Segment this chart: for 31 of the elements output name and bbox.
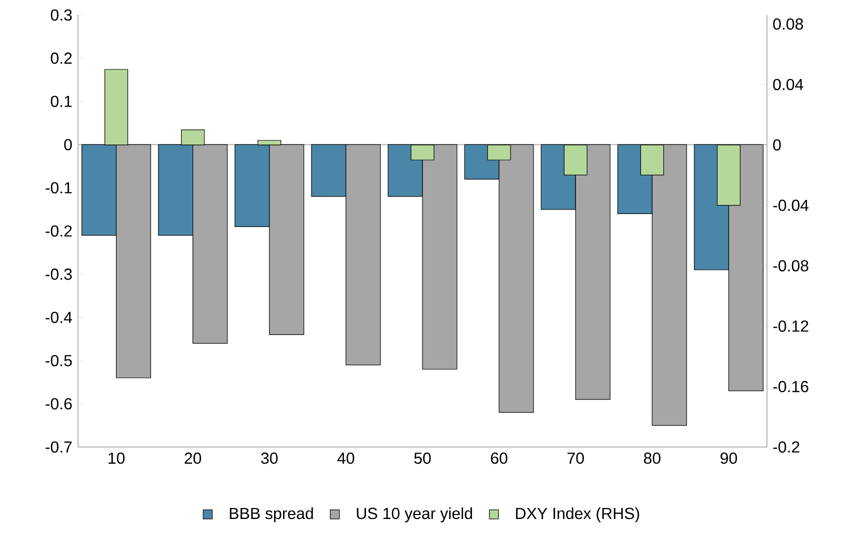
y-tick-label: -0.3 <box>46 268 72 280</box>
x-tick-label: 90 <box>720 452 737 464</box>
x-tick-label: 40 <box>337 452 354 464</box>
y2-tick-label: 0.04 <box>773 78 804 90</box>
y2-tick-label: -0.08 <box>773 260 808 272</box>
x-tick-label: 60 <box>490 452 508 464</box>
y-tick-label: -0.5 <box>46 354 72 366</box>
y-tick-label: -0.7 <box>46 441 72 453</box>
y2-tick-label: -0.2 <box>773 441 800 453</box>
y-tick-label: -0.1 <box>46 182 72 194</box>
legend-label: BBB spread <box>230 507 313 522</box>
y-tick-label: -0.2 <box>46 225 72 237</box>
y2-tick-label: -0.16 <box>773 380 808 392</box>
x-tick-label: 70 <box>568 452 584 464</box>
y2-tick-label: -0.04 <box>773 200 809 211</box>
x-tick-label: 20 <box>184 452 202 464</box>
legend-label: US 10 year yield <box>356 507 472 522</box>
x-tick-label: 80 <box>644 452 660 464</box>
y-tick-label: -0.6 <box>46 398 72 410</box>
x-tick-label: 10 <box>108 452 125 464</box>
y-tick-label: 0.1 <box>50 96 72 108</box>
y2-tick-label: -0.12 <box>773 320 808 332</box>
y-tick-label: 0 <box>64 138 72 150</box>
y-tick-label: 0.2 <box>50 52 72 64</box>
x-tick-label: 30 <box>261 452 278 464</box>
y-tick-label: 0.3 <box>50 9 72 21</box>
y2-tick-label: 0.08 <box>773 18 803 30</box>
legend-label: DXY Index (RHS) <box>516 507 640 522</box>
y-tick-label: -0.4 <box>46 312 72 324</box>
y2-tick-label: 0 <box>773 139 781 151</box>
x-tick-label: 50 <box>414 452 431 464</box>
